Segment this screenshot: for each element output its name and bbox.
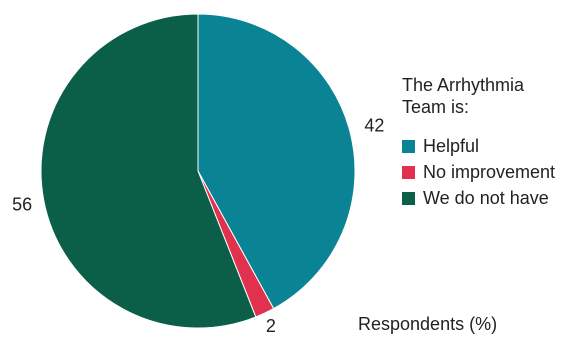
legend-swatch-we-do-not-have: [402, 191, 415, 205]
legend-item-no-improvement: No improvement: [402, 159, 555, 185]
legend-item-we-do-not-have: We do not have: [402, 185, 555, 211]
legend-label-no-improvement: No improvement: [423, 161, 556, 182]
legend-swatch-no-improvement: [402, 165, 415, 179]
data-label-we-do-not-have: 56: [12, 195, 32, 215]
legend-swatch-helpful: [402, 139, 415, 153]
legend: Helpful No improvement We do not have: [402, 133, 555, 211]
legend-label-helpful: Helpful: [423, 135, 480, 156]
legend-label-we-do-not-have: We do not have: [423, 187, 549, 208]
slice-we-do-not-have: [40, 13, 257, 329]
slice-helpful: [197, 13, 356, 310]
data-label-helpful: 42: [364, 116, 384, 136]
data-label-no-improvement: 2: [266, 316, 276, 336]
units-note: Respondents (%): [358, 314, 498, 334]
legend-title: The Arrhythmia Team is:: [402, 75, 525, 117]
legend-item-helpful: Helpful: [402, 133, 555, 159]
